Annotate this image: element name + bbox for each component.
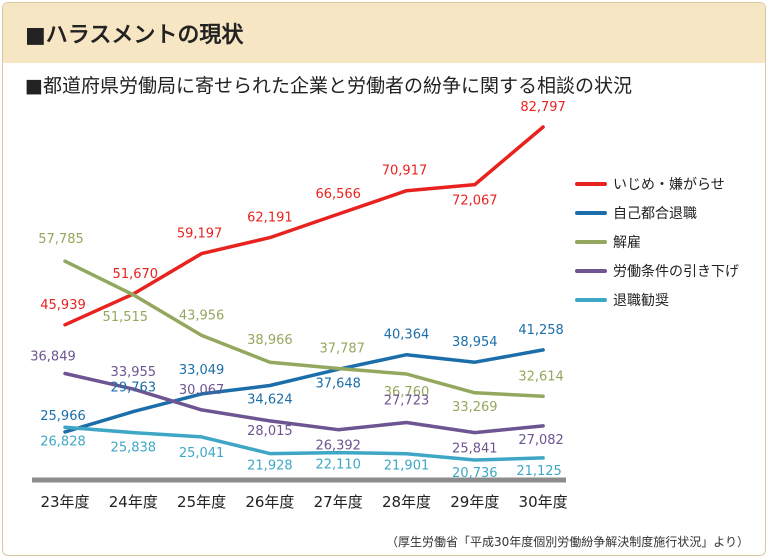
data-label: 59,197: [177, 227, 223, 242]
data-label: 25,838: [111, 441, 157, 456]
data-label: 29,763: [111, 381, 157, 396]
data-label: 51,515: [103, 310, 149, 325]
data-label: 21,901: [384, 459, 430, 474]
data-label: 45,939: [40, 298, 86, 313]
data-label: 25,841: [452, 442, 498, 457]
legend-label: 退職勧奨: [613, 292, 669, 309]
data-label: 28,015: [247, 424, 293, 439]
data-label: 33,955: [111, 365, 157, 380]
x-tick-label: 30年度: [519, 493, 568, 511]
data-label: 26,392: [315, 439, 361, 454]
data-label: 37,648: [315, 376, 361, 391]
x-tick-label: 29年度: [450, 493, 499, 511]
data-label: 25,966: [40, 409, 86, 424]
x-tick-label: 24年度: [109, 493, 158, 511]
data-label: 30,067: [179, 383, 225, 398]
legend-label: 労働条件の引き下げ: [613, 263, 739, 280]
legend-label: 解雇: [613, 234, 641, 251]
header-band: [3, 3, 765, 63]
data-label: 41,258: [518, 323, 564, 338]
series-line-1: [63, 348, 545, 434]
data-label: 26,828: [40, 434, 86, 449]
data-label: 43,956: [179, 308, 225, 323]
data-label: 37,787: [319, 342, 365, 357]
data-label: 51,670: [113, 267, 159, 282]
data-label: 38,954: [452, 335, 498, 350]
data-label: 62,191: [247, 211, 293, 226]
data-label: 20,736: [452, 466, 498, 481]
data-label: 40,364: [384, 328, 430, 343]
data-label: 22,110: [315, 458, 361, 473]
data-label: 21,928: [247, 459, 293, 474]
data-label: 38,966: [247, 333, 293, 348]
data-label: 27,082: [518, 433, 564, 448]
legend-label: 自己都合退職: [613, 206, 697, 222]
x-tick-label: 27年度: [314, 493, 363, 511]
data-label: 57,785: [38, 232, 84, 247]
data-label: 36,849: [30, 350, 76, 365]
legend-label: いじめ・嫌がらせ: [613, 177, 725, 193]
chart-subtitle: ■都道府県労働局に寄せられた企業と労働者の紛争に関する相談の状況: [25, 75, 632, 97]
data-label: 66,566: [315, 187, 361, 202]
x-tick-label: 28年度: [382, 493, 431, 511]
data-label: 36,760: [384, 385, 430, 400]
series-line-4: [63, 425, 545, 462]
data-label: 25,041: [179, 446, 225, 461]
data-label: 34,624: [247, 393, 293, 408]
series-line-2: [63, 259, 545, 399]
data-label: 72,067: [452, 194, 498, 209]
data-label: 21,125: [516, 464, 562, 479]
x-tick-label: 25年度: [177, 493, 226, 511]
data-label: 33,269: [452, 400, 498, 415]
page-title: ■ハラスメントの現状: [25, 23, 244, 48]
data-label: 27,723: [384, 394, 430, 409]
data-label: 32,614: [518, 369, 564, 384]
data-label: 70,917: [382, 164, 428, 179]
x-tick-label: 23年度: [40, 493, 89, 511]
data-label: 82,797: [520, 100, 566, 115]
series-line-3: [63, 371, 545, 435]
data-label: 33,049: [179, 363, 225, 378]
x-tick-label: 26年度: [245, 493, 294, 511]
source-note: （厚生労働省「平成30年度個別労働紛争解決制度施行状況」より）: [385, 535, 749, 549]
series-line-0: [63, 125, 545, 327]
